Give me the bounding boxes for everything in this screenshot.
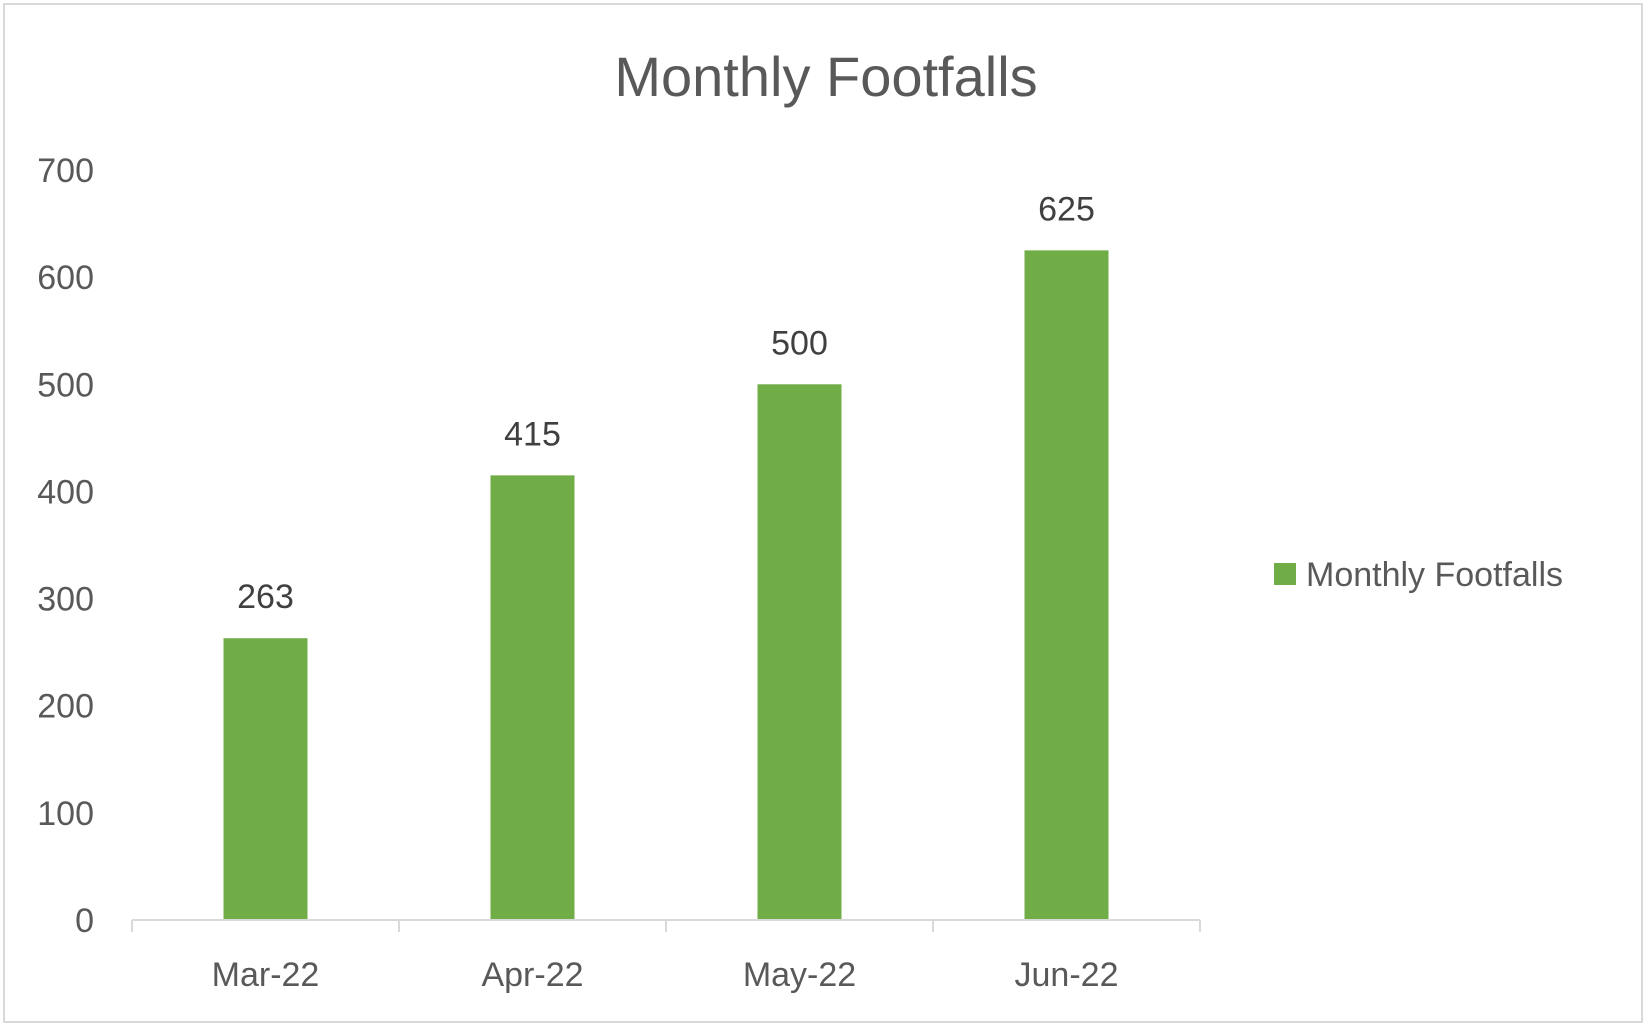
legend-label: Monthly Footfalls: [1306, 556, 1563, 594]
x-axis: [131, 919, 1201, 932]
bar: [757, 384, 842, 920]
x-tick-label: Apr-22: [481, 956, 583, 994]
y-tick-label: 600: [37, 259, 94, 297]
data-label: 415: [504, 415, 561, 453]
y-tick-label: 100: [37, 795, 94, 833]
x-tick-label: Mar-22: [212, 956, 320, 994]
data-label: 500: [771, 324, 828, 362]
bar: [490, 475, 575, 920]
y-axis-tick-labels: 0 100 200 300 400 500 600 700: [37, 152, 94, 940]
bar: [223, 638, 308, 920]
bar-series: [223, 250, 1109, 920]
y-tick-label: 200: [37, 688, 94, 726]
data-label: 263: [237, 578, 294, 616]
legend-swatch: [1274, 563, 1296, 585]
x-tick-label: Jun-22: [1015, 956, 1119, 994]
y-tick-label: 700: [37, 152, 94, 190]
y-tick-label: 400: [37, 473, 94, 511]
legend: Monthly Footfalls: [1274, 556, 1563, 594]
bar: [1024, 250, 1109, 920]
data-label: 625: [1038, 190, 1095, 228]
data-labels: 263 415 500 625: [237, 190, 1095, 616]
y-tick-label: 300: [37, 581, 94, 619]
x-tick-label: May-22: [743, 956, 856, 994]
y-tick-label: 500: [37, 366, 94, 404]
x-axis-tick-labels: Mar-22 Apr-22 May-22 Jun-22: [212, 956, 1119, 994]
y-tick-label: 0: [75, 902, 94, 940]
chart-title: Monthly Footfalls: [614, 45, 1037, 108]
